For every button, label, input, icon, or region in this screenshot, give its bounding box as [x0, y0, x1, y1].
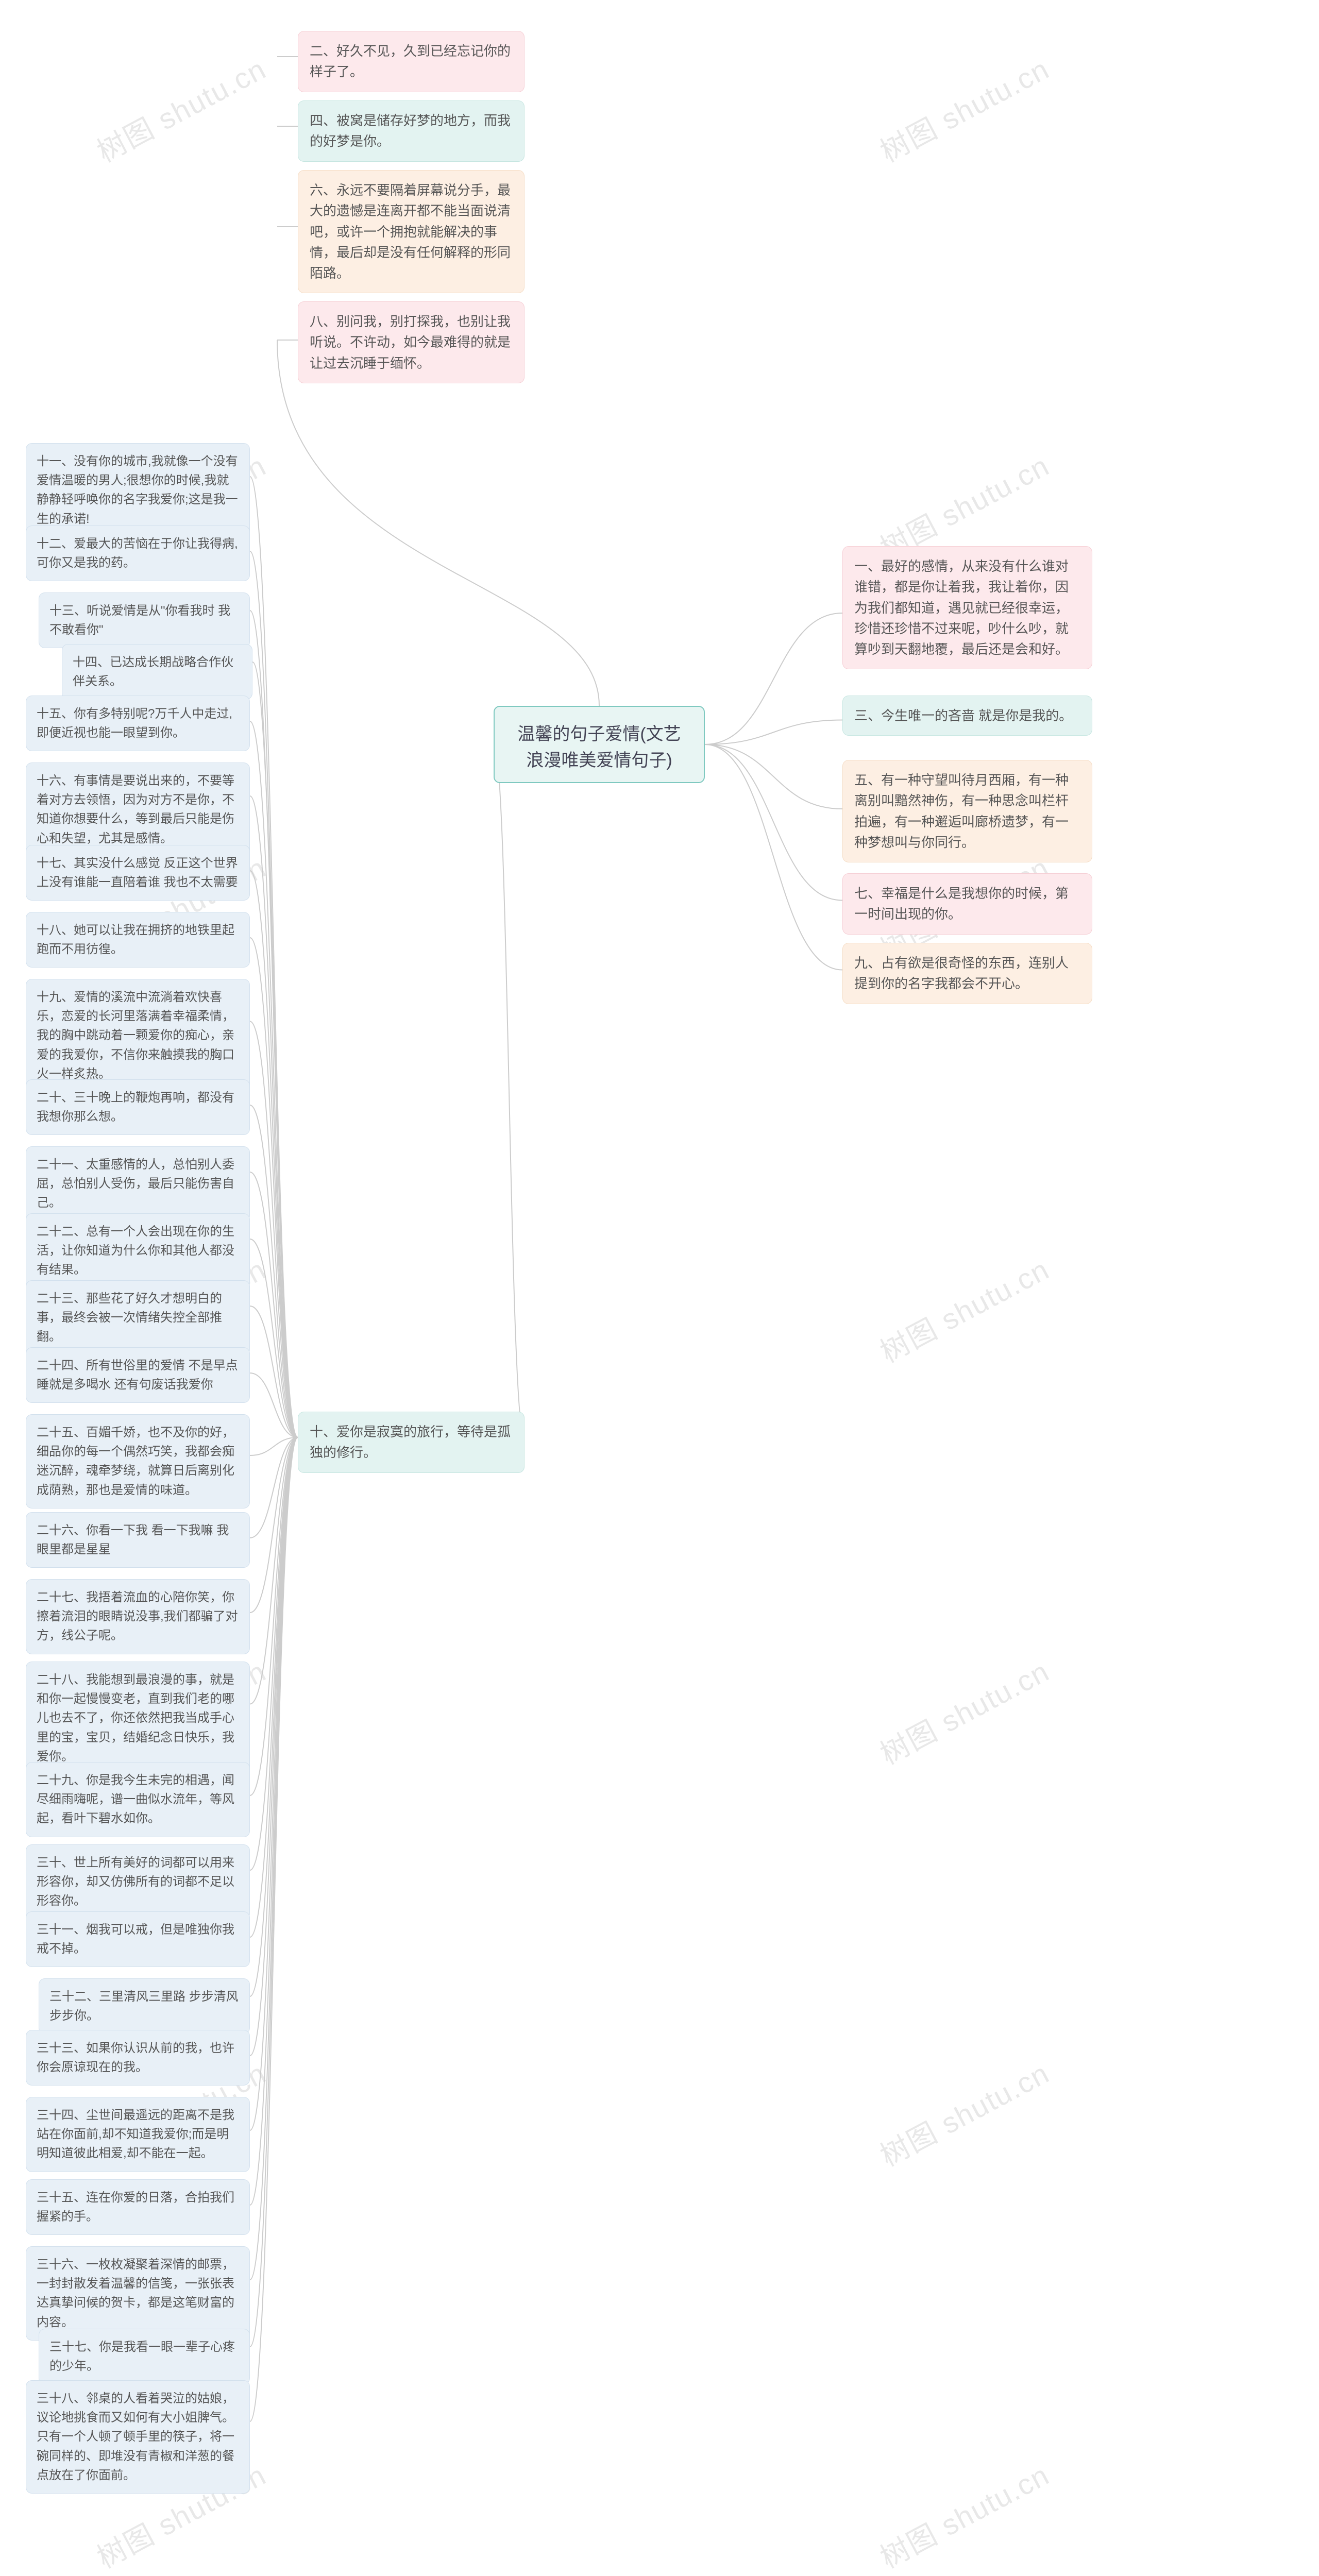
- left-leaf-node: 二十八、我能想到最浪漫的事，就是和你一起慢慢变老，直到我们老的哪儿也去不了，你还…: [26, 1662, 250, 1775]
- connector-path: [250, 1437, 298, 1455]
- connector-path: [250, 1437, 298, 1937]
- connector-path: [250, 1306, 298, 1437]
- top-branch-node: 二、好久不见，久到已经忘记你的样子了。: [298, 31, 525, 92]
- connector-path: [250, 477, 298, 1437]
- connector-path: [250, 796, 298, 1437]
- left-leaf-node: 十七、其实没什么感觉 反正这个世界上没有谁能一直陪着谁 我也不太需要: [26, 845, 250, 901]
- right-branch-node: 一、最好的感情，从来没有什么谁对谁错，都是你让着我，我让着你，因为我们都知道，遇…: [842, 546, 1092, 669]
- connector-path: [705, 744, 842, 970]
- left-leaf-node: 二十五、百媚千娇，也不及你的好，细品你的每一个偶然巧笑，我都会痴迷沉醉，魂牵梦绕…: [26, 1414, 250, 1509]
- connector-path: [250, 611, 298, 1437]
- left-leaf-node: 十五、你有多特别呢?万千人中走过,即便近视也能一眼望到你。: [26, 696, 250, 751]
- connector-path: [250, 1437, 298, 1613]
- watermark-text: 树图 shutu.cn: [872, 1247, 1056, 1371]
- connector-path: [250, 1239, 298, 1437]
- watermark-text: 树图 shutu.cn: [872, 1649, 1056, 1773]
- connector-path: [705, 744, 842, 901]
- connector-path: [250, 1437, 298, 2280]
- left-leaf-node: 十二、爱最大的苦恼在于你让我得病,可你又是我的药。: [26, 526, 250, 581]
- connector-path: [250, 1172, 298, 1437]
- connector-path: [250, 1437, 298, 2421]
- left-leaf-node: 二十六、你看一下我 看一下我嘛 我眼里都是星星: [26, 1512, 250, 1568]
- connector-path: [250, 1437, 298, 2205]
- left-leaf-node: 三十三、如果你认识从前的我，也许你会原谅现在的我。: [26, 2030, 250, 2086]
- left-leaf-node: 十四、已达成长期战略合作伙伴关系。: [62, 644, 252, 700]
- top-branch-node: 八、别问我，别打探我，也别让我听说。不许动，如今最难得的就是让过去沉睡于缅怀。: [298, 301, 525, 383]
- connector-path: [250, 1373, 298, 1437]
- right-branch-node: 九、占有欲是很奇怪的东西，连别人提到你的名字我都会不开心。: [842, 943, 1092, 1004]
- connector-path: [250, 551, 298, 1437]
- connector-path: [277, 340, 599, 706]
- connector-path: [250, 1437, 298, 1538]
- left-leaf-node: 二十九、你是我今生未完的相遇，闻尽细雨嗨呢，谱一曲似水流年，等风起，看叶下碧水如…: [26, 1762, 250, 1837]
- left-leaf-node: 二十二、总有一个人会出现在你的生活，让你知道为什么你和其他人都没有结果。: [26, 1213, 250, 1289]
- connector-path: [250, 938, 298, 1437]
- left-leaf-node: 三十二、三里清风三里路 步步清风步步你。: [39, 1978, 250, 2034]
- connector-path: [705, 744, 842, 809]
- connector-path: [250, 1105, 298, 1437]
- connector-path: [250, 721, 298, 1437]
- left-leaf-node: 十九、爱情的溪流中流淌着欢快喜乐，恋爱的长河里落满着幸福柔情，我的胸中跳动着一颗…: [26, 979, 250, 1092]
- top-branch-node: 四、被窝是储存好梦的地方，而我的好梦是你。: [298, 100, 525, 162]
- left-leaf-node: 二十四、所有世俗里的爱情 不是早点睡就是多喝水 还有句废话我爱你: [26, 1347, 250, 1403]
- left-branch-header: 十、爱你是寂寞的旅行，等待是孤独的修行。: [298, 1412, 525, 1473]
- watermark-text: 树图 shutu.cn: [872, 2452, 1056, 2576]
- left-leaf-node: 三十六、一枚枚凝聚着深情的邮票，一封封散发着温馨的信笺，一张张表达真挚问候的贺卡…: [26, 2246, 250, 2341]
- left-leaf-node: 三十四、尘世间最遥远的距离不是我站在你面前,却不知道我爱你;而是明明知道彼此相爱…: [26, 2097, 250, 2172]
- connector-path: [250, 1437, 298, 2056]
- right-branch-node: 三、今生唯一的吝啬 就是你是我的。: [842, 696, 1092, 736]
- watermark-text: 树图 shutu.cn: [872, 2050, 1056, 2175]
- left-leaf-node: 三十七、你是我看一眼一辈子心疼的少年。: [39, 2329, 250, 2384]
- left-leaf-node: 二十七、我捂着流血的心陪你笑，你擦着流泪的眼睛说没事,我们都骗了对方，线公子呢。: [26, 1579, 250, 1654]
- connector-path: [250, 1437, 298, 1704]
- connector-path: [250, 1437, 298, 1795]
- left-leaf-node: 二十、三十晚上的鞭炮再响，都没有我想你那么想。: [26, 1079, 250, 1135]
- left-leaf-node: 十六、有事情是要说出来的，不要等着对方去领悟，因为对方不是你，不知道你想要什么，…: [26, 762, 250, 857]
- connector-path: [705, 613, 842, 744]
- connector-path: [250, 1437, 298, 2347]
- connector-path: [250, 1437, 298, 1996]
- connector-path: [252, 662, 298, 1437]
- left-leaf-node: 十一、没有你的城市,我就像一个没有爱情温暖的男人;很想你的时候,我就静静轻呼唤你…: [26, 443, 250, 537]
- connector-path: [494, 744, 525, 1437]
- connector-path: [250, 871, 298, 1437]
- left-leaf-node: 二十三、那些花了好久才想明白的事，最终会被一次情绪失控全部推翻。: [26, 1280, 250, 1355]
- connector-path: [250, 1022, 298, 1438]
- left-leaf-node: 二十一、太重感情的人，总怕别人委屈，总怕别人受伤，最后只能伤害自己。: [26, 1146, 250, 1222]
- connector-path: [250, 1437, 298, 2130]
- connector-path: [250, 1437, 298, 1870]
- right-branch-node: 五、有一种守望叫待月西厢，有一种离别叫黯然神伤，有一种思念叫栏杆拍遍，有一种邂逅…: [842, 760, 1092, 862]
- left-leaf-node: 十八、她可以让我在拥挤的地铁里起跑而不用彷徨。: [26, 912, 250, 968]
- left-leaf-node: 三十五、连在你爱的日落，合拍我们握紧的手。: [26, 2179, 250, 2235]
- left-leaf-node: 三十、世上所有美好的词都可以用来形容你，却又仿佛所有的词都不足以形容你。: [26, 1844, 250, 1920]
- left-leaf-node: 三十一、烟我可以戒，但是唯独你我戒不掉。: [26, 1911, 250, 1967]
- top-branch-node: 六、永远不要隔着屏幕说分手，最大的遗憾是连离开都不能当面说清吧，或许一个拥抱就能…: [298, 170, 525, 293]
- connector-path: [705, 720, 842, 745]
- mindmap-center-node: 温馨的句子爱情(文艺浪漫唯美爱情句子): [494, 706, 705, 783]
- left-leaf-node: 三十八、邻桌的人看着哭泣的姑娘，议论地挑食而又如何有大小姐脾气。只有一个人顿了顿…: [26, 2380, 250, 2494]
- watermark-text: 树图 shutu.cn: [89, 46, 273, 171]
- left-leaf-node: 十三、听说爱情是从"你看我时 我不敢看你": [39, 592, 250, 648]
- watermark-text: 树图 shutu.cn: [872, 46, 1056, 171]
- right-branch-node: 七、幸福是什么是我想你的时候，第一时间出现的你。: [842, 873, 1092, 935]
